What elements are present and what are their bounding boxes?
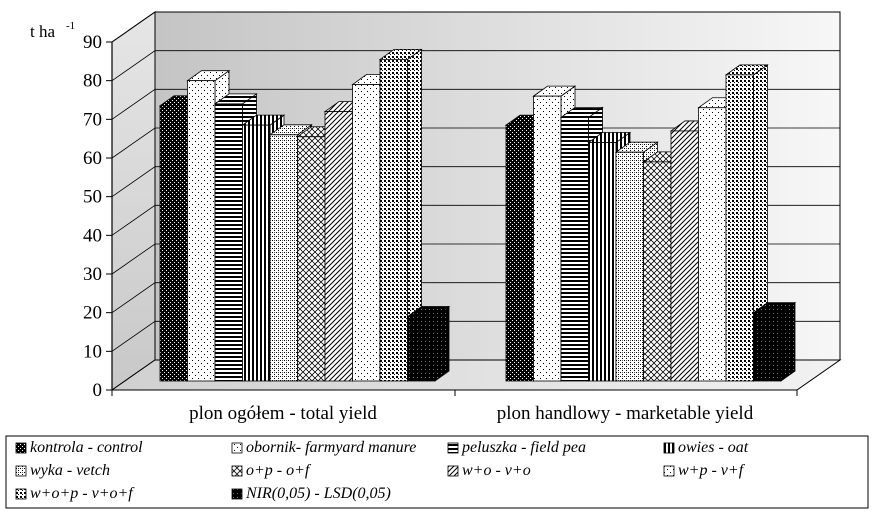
legend-swatch: [15, 465, 27, 477]
legend-item: obornik- farmyard manure: [231, 439, 416, 456]
category-label: plon handlowy - marketable yield: [497, 403, 754, 424]
side-wall: [111, 11, 156, 391]
legend-item: owies - oat: [663, 439, 749, 456]
y-axis-unit-superscript: -1: [66, 20, 75, 32]
y-tick-label: 50: [83, 187, 102, 208]
legend-label: obornik- farmyard manure: [246, 439, 416, 456]
legend-swatch: [447, 442, 459, 454]
legend-item: peluszka - field pea: [447, 439, 586, 456]
legend-label: owies - oat: [678, 439, 749, 456]
category-labels: plon ogółem - total yield plon handlowy -…: [111, 390, 798, 424]
legend-swatch: [15, 442, 27, 454]
gridline: [111, 88, 840, 120]
legend-label: kontrola - control: [30, 439, 143, 456]
legend-label: o+p - o+f: [246, 462, 312, 479]
y-axis: 0 10 20 30 40 50 60 70 80 90 t ha -1: [30, 20, 113, 401]
legend-swatch: [231, 442, 243, 454]
legend: kontrola - control obornik- farmyard manu…: [5, 435, 869, 509]
legend-label: wyka - vetch: [30, 462, 110, 479]
gridline: [111, 127, 840, 159]
legend-label: w+p - v+f: [678, 462, 746, 479]
y-tick-label: 70: [83, 109, 102, 130]
y-tick-label: 40: [83, 225, 102, 246]
legend-label: w+o+p - v+o+f: [30, 485, 135, 502]
bar: [724, 64, 769, 382]
y-tick-label: 90: [83, 32, 102, 53]
y-tick-label: 10: [83, 341, 102, 362]
y-tick-label: 30: [83, 264, 102, 285]
legend-label: w+o - v+o: [462, 462, 531, 479]
legend-item: w+p - v+f: [663, 462, 746, 479]
legend-item: NIR(0,05) - LSD(0,05): [231, 485, 391, 502]
legend-item: kontrola - control: [15, 439, 143, 456]
legend-item: wyka - vetch: [15, 462, 110, 479]
y-tick-label: 80: [83, 71, 102, 92]
legend-item: o+p - o+f: [231, 462, 312, 479]
legend-label: peluszka - field pea: [461, 439, 586, 456]
legend-frame: [5, 435, 869, 509]
bars: [158, 48, 797, 382]
y-tick-label: 0: [93, 380, 103, 401]
y-axis-unit: t ha: [30, 22, 55, 41]
legend-swatch: [15, 488, 27, 500]
legend-swatch: [231, 465, 243, 477]
legend-swatch: [231, 488, 243, 500]
legend-item: w+o+p - v+o+f: [15, 485, 135, 502]
legend-item: w+o - v+o: [447, 462, 531, 479]
legend-swatch: [663, 465, 675, 477]
category-label: plon ogółem - total yield: [189, 403, 377, 424]
legend-swatch: [447, 465, 459, 477]
legend-swatch: [663, 442, 675, 454]
legend-label: NIR(0,05) - LSD(0,05): [245, 485, 391, 502]
y-tick-label: 20: [83, 303, 102, 324]
y-tick-label: 60: [83, 148, 102, 169]
bar: [406, 305, 451, 382]
gridline: [111, 11, 840, 43]
gridline: [111, 50, 840, 81]
bar: [752, 301, 797, 382]
bar: [378, 48, 423, 382]
